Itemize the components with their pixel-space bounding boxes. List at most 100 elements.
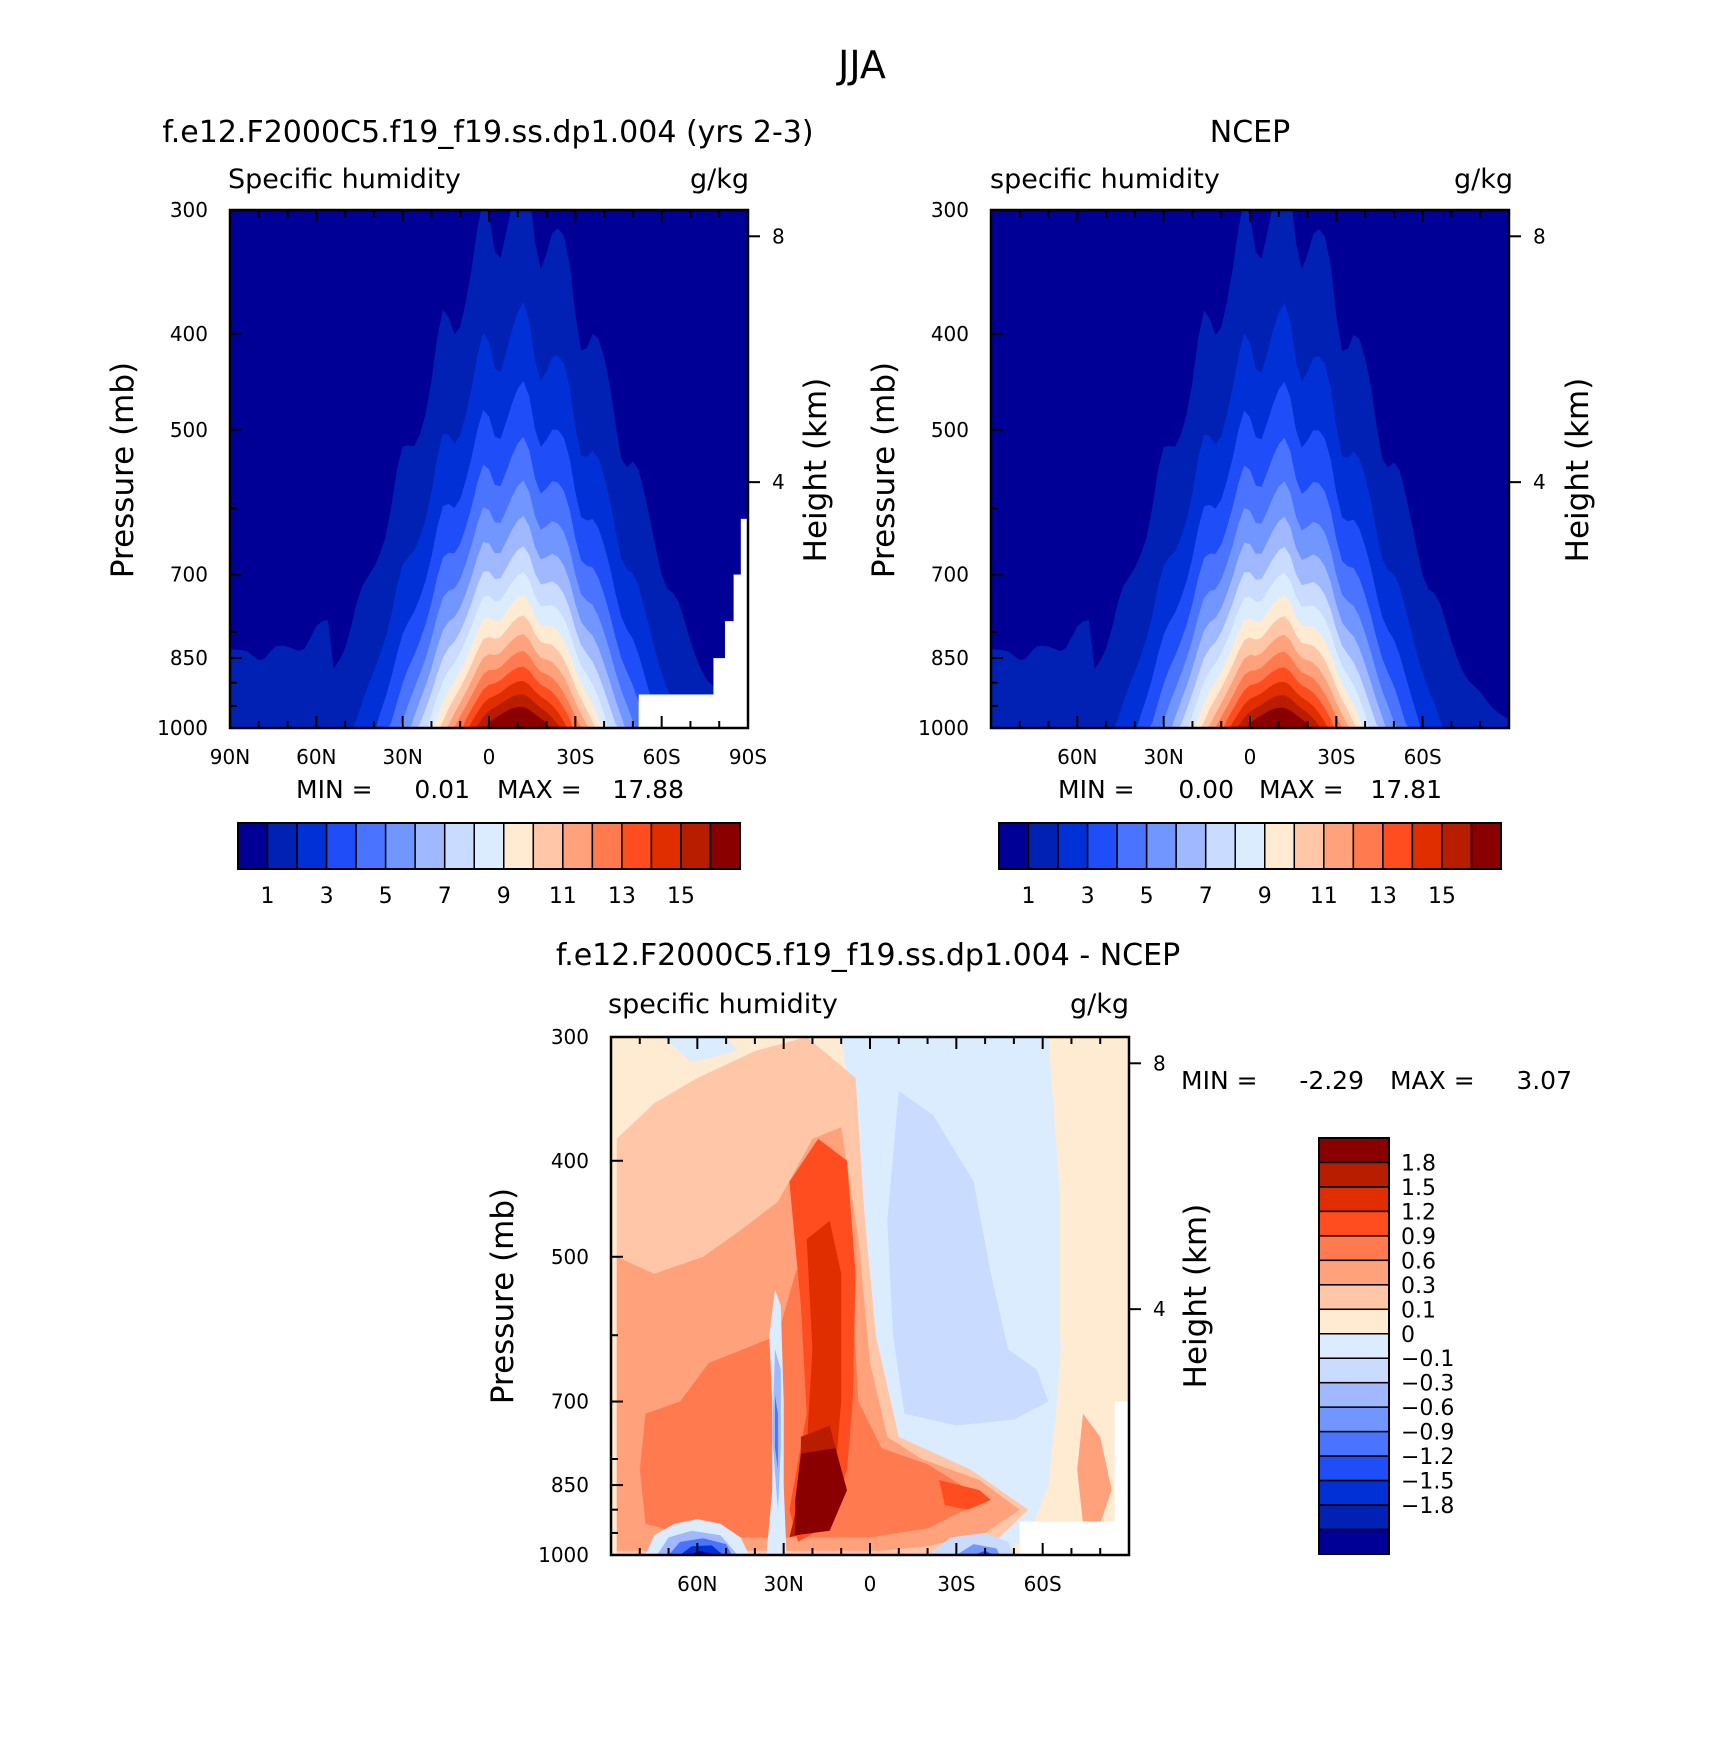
diff-colorbar-box bbox=[1318, 1357, 1390, 1384]
panel-ncep-min-label: MIN = bbox=[1058, 775, 1135, 804]
panel-model-ylabel: Pressure (mb) bbox=[105, 362, 141, 578]
model-ytick-label: 300 bbox=[170, 198, 208, 222]
model-ytick-label: 850 bbox=[170, 646, 208, 670]
ncep-colorbar-box bbox=[1027, 822, 1059, 870]
model-colorbar-box bbox=[355, 822, 387, 870]
ncep-colorbar-label: 13 bbox=[1369, 884, 1397, 909]
model-colorbar-frame bbox=[237, 822, 741, 870]
diff-colorbar-frame bbox=[1318, 1137, 1390, 1555]
panel-model-min-value: 0.01 bbox=[414, 775, 470, 804]
ncep-ytick-label: 400 bbox=[931, 322, 969, 346]
diff-contour-fill bbox=[662, 1037, 738, 1063]
diff-colorbar-box bbox=[1318, 1406, 1390, 1433]
panel-model-plot-area: 90N 60N 30N 0 30S 60S 90S 300 400 500 700 850 1000 8 4 bbox=[157, 198, 785, 769]
ncep-colorbar-box bbox=[1323, 822, 1355, 870]
model-xtick-label: 30S bbox=[556, 745, 594, 769]
diff-contour-fill bbox=[887, 1090, 1049, 1426]
model-xtick-label: 60N bbox=[296, 745, 336, 769]
diff-contour-fill bbox=[956, 1544, 1000, 1555]
diff-colorbar-label: 1.2 bbox=[1401, 1200, 1436, 1225]
diff-colorbar-box bbox=[1318, 1430, 1390, 1457]
ncep-contours bbox=[991, 210, 1509, 728]
model-colorbar-box bbox=[414, 822, 446, 870]
ncep-colorbar-label: 9 bbox=[1258, 884, 1272, 909]
diff-colorbar-label: −0.3 bbox=[1401, 1372, 1454, 1397]
panel-model-subtitle-left: Specific humidity bbox=[228, 164, 461, 195]
diff-colorbar-label: 0.1 bbox=[1401, 1298, 1436, 1323]
ncep-xtick-label: 60S bbox=[1404, 745, 1442, 769]
ncep-ytick-label: 700 bbox=[931, 563, 969, 587]
model-colorbar-box bbox=[621, 822, 653, 870]
diff-ytick-label: 1000 bbox=[538, 1543, 589, 1567]
model-mask-block bbox=[724, 621, 748, 660]
model-colorbar-box bbox=[237, 822, 269, 870]
panel-diff-subtitle-right: g/kg bbox=[1070, 989, 1129, 1020]
panel-ncep-ylabel: Pressure (mb) bbox=[866, 362, 902, 578]
diff-colorbar-label: 1.8 bbox=[1401, 1151, 1436, 1176]
diff-ytick-label: 400 bbox=[551, 1149, 589, 1173]
ncep-colorbar-box bbox=[1145, 822, 1177, 870]
panel-model-ylabel-right: Height (km) bbox=[798, 378, 834, 563]
ncep-colorbar-frame bbox=[998, 822, 1502, 870]
diff-colorbar-label: −1.2 bbox=[1401, 1445, 1454, 1470]
panel-diff-plot-area: 60N 30N 0 30S 60S 300 400 500 700 850 1000 8 4 bbox=[538, 1025, 1166, 1596]
model-colorbar-label: 13 bbox=[608, 884, 636, 909]
ncep-colorbar-box bbox=[1441, 822, 1473, 870]
panel-model-min-label: MIN = bbox=[296, 775, 373, 804]
model-colorbar-box bbox=[325, 822, 357, 870]
diff-xtick-label: 60S bbox=[1024, 1572, 1062, 1596]
diff-colorbar-label: −1.5 bbox=[1401, 1470, 1454, 1495]
ncep-xtick-label: 30N bbox=[1143, 745, 1183, 769]
diff-xtick-label: 30N bbox=[763, 1572, 803, 1596]
diff-colorbar-label: −0.6 bbox=[1401, 1396, 1454, 1421]
model-colorbar-box bbox=[680, 822, 712, 870]
panel-ncep: NCEP specific humidity g/kg 60N 30N 0 30S 60… bbox=[866, 115, 1596, 909]
model-colorbar-box bbox=[650, 822, 682, 870]
ncep-ytick-label: 500 bbox=[931, 418, 969, 442]
diff-colorbar-label: 1.5 bbox=[1401, 1176, 1436, 1201]
ncep-colorbar-box bbox=[1293, 822, 1325, 870]
diff-xtick-label: 0 bbox=[864, 1572, 877, 1596]
model-contours bbox=[230, 210, 748, 728]
ncep-xtick-label: 0 bbox=[1244, 745, 1257, 769]
diff-xtick-label: 60N bbox=[677, 1572, 717, 1596]
diff-colorbar-box bbox=[1318, 1259, 1390, 1286]
ncep-colorbar-label: 15 bbox=[1428, 884, 1456, 909]
diff-colorbar-box bbox=[1318, 1333, 1390, 1359]
panel-model-max-label: MAX = bbox=[497, 775, 582, 804]
model-xtick-label: 30N bbox=[382, 745, 422, 769]
diff-ytick-label: 300 bbox=[551, 1025, 589, 1049]
diff-colorbar-box bbox=[1318, 1528, 1390, 1555]
model-colorbar-label: 11 bbox=[549, 884, 577, 909]
panel-ncep-colorbar: 1 3 5 7 9 11 13 15 bbox=[998, 822, 1502, 909]
model-mask-block bbox=[638, 694, 748, 728]
panel-model-colorbar: 1 3 5 7 9 11 13 15 bbox=[237, 822, 741, 909]
ncep-colorbar-label: 11 bbox=[1310, 884, 1338, 909]
panel-model-max-value: 17.88 bbox=[612, 775, 684, 804]
panel-diff-title: f.e12.F2000C5.f19_f19.ss.dp1.004 - NCEP bbox=[556, 938, 1180, 973]
diff-colorbar-box bbox=[1318, 1504, 1390, 1531]
model-ytick-label: 1000 bbox=[157, 716, 208, 740]
panel-ncep-subtitle-right: g/kg bbox=[1454, 164, 1513, 195]
model-colorbar-label: 1 bbox=[261, 884, 275, 909]
diff-colorbar-box bbox=[1318, 1381, 1390, 1408]
ncep-ytick-label: 300 bbox=[931, 198, 969, 222]
model-colorbar-box bbox=[443, 822, 475, 870]
model-colorbar-label: 3 bbox=[320, 884, 334, 909]
diff-colorbar-box bbox=[1318, 1161, 1390, 1188]
ncep-height-tick-label: 4 bbox=[1533, 470, 1546, 494]
panel-ncep-subtitle-left: specific humidity bbox=[990, 164, 1220, 195]
diff-colorbar-box bbox=[1318, 1186, 1390, 1213]
diff-contour-fill bbox=[795, 1448, 847, 1536]
diff-colorbar-box bbox=[1318, 1308, 1390, 1335]
model-mask-block bbox=[740, 518, 748, 576]
panel-diff-min-value: -2.29 bbox=[1299, 1066, 1364, 1095]
diff-colorbar-label: 0.9 bbox=[1401, 1225, 1436, 1250]
ncep-colorbar-box bbox=[1411, 822, 1443, 870]
ncep-colorbar-box bbox=[1116, 822, 1148, 870]
panel-diff-max-label: MAX = bbox=[1390, 1066, 1475, 1095]
ncep-colorbar-box bbox=[1264, 822, 1296, 870]
diff-colorbar-label: 0.6 bbox=[1401, 1249, 1436, 1274]
model-contour-fill-level-16 bbox=[485, 706, 550, 728]
diff-colorbar-box bbox=[1318, 1455, 1390, 1482]
